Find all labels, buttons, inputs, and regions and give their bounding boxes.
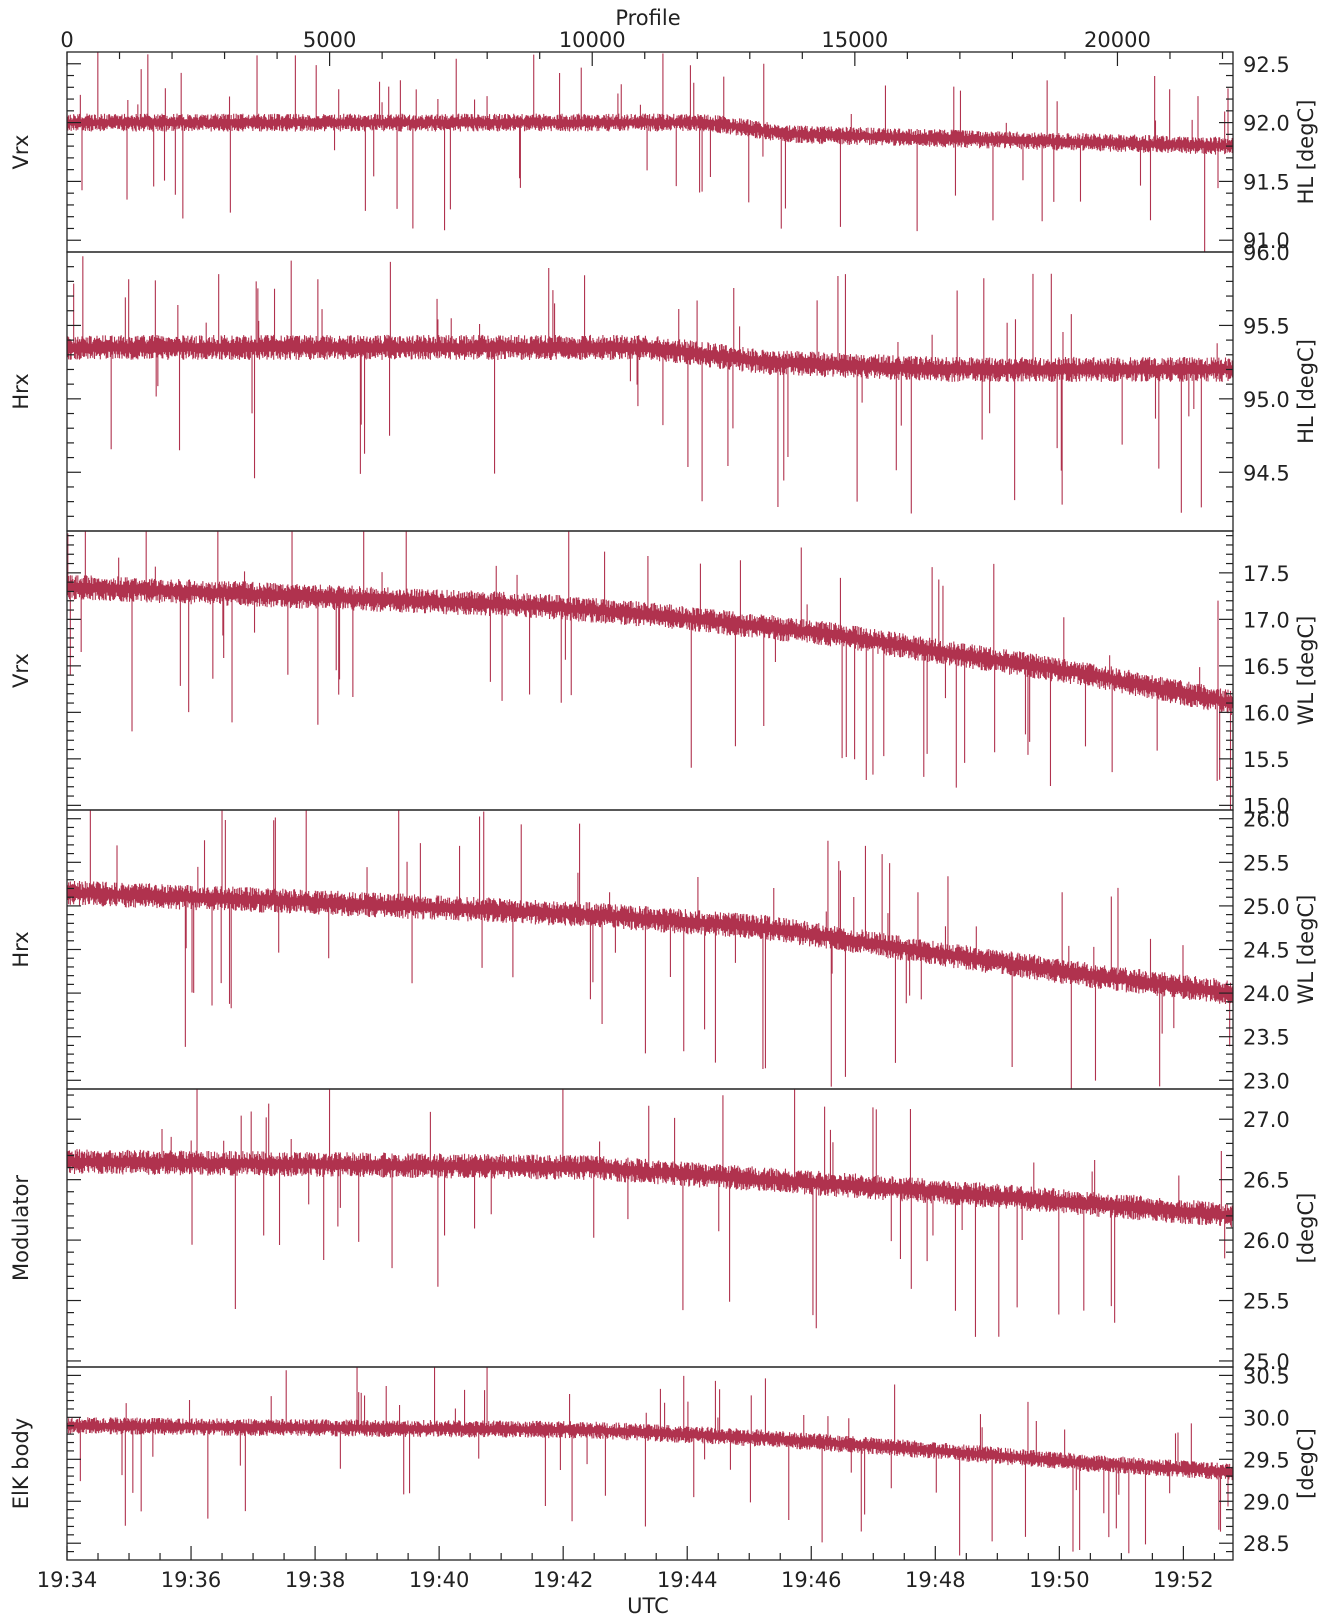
- y-tick-label: 95.5: [1243, 314, 1290, 338]
- panel-right-label: [degC]: [1294, 1193, 1318, 1264]
- series-trace-3: [67, 531, 1233, 810]
- y-tick-label: 91.0: [1243, 229, 1290, 253]
- series-trace-1: [67, 52, 1233, 252]
- panel-right-label: [degC]: [1294, 1428, 1318, 1499]
- bottom-axis: 19:34 19:36 19:38 19:40 19:42 19:44 19:46 19:48…: [37, 1546, 1215, 1592]
- panel-frame: [66, 1088, 1234, 1368]
- bottom-tick-label: 19:40: [409, 1568, 470, 1592]
- y-tick-label: 25.5: [1243, 1290, 1290, 1314]
- y-tick-label: 23.5: [1243, 1026, 1290, 1050]
- y-tick-label: 91.5: [1243, 170, 1290, 194]
- panel-left-label: Modulator: [9, 1175, 33, 1281]
- bottom-tick-label: 19:52: [1153, 1568, 1214, 1592]
- top-tick-label: 0: [60, 28, 73, 52]
- y-tick-label: 15.0: [1243, 794, 1290, 818]
- y-tick-label: 29.0: [1243, 1490, 1290, 1514]
- bottom-tick-label: 19:34: [37, 1568, 98, 1592]
- series-trace-4: [67, 810, 1233, 1089]
- bottom-tick-label: 19:50: [1029, 1568, 1090, 1592]
- y-tick-label: 15.5: [1243, 748, 1290, 772]
- y-tick-label: 92.0: [1243, 112, 1290, 136]
- panel-4: 23.0 23.5 24.0 24.5 25.0 25.5 26.0 Hrx WL [degC]: [9, 808, 1318, 1094]
- y-tick-label: 16.5: [1243, 655, 1290, 679]
- y-tick-label: 17.0: [1243, 608, 1290, 632]
- panel-3: 15.0 15.5 16.0 16.5 17.0 17.5 Vrx WL [degC]: [9, 530, 1318, 818]
- bottom-tick-label: 19:42: [533, 1568, 594, 1592]
- panel-left-label: Hrx: [9, 931, 33, 967]
- panel-1: 91.0 91.5 92.0 92.5 Vrx HL [degC]: [9, 51, 1318, 253]
- y-tick-label: 96.0: [1243, 241, 1290, 265]
- y-tick-label: 30.0: [1243, 1406, 1290, 1430]
- y-tick-label: 25.0: [1243, 895, 1290, 919]
- top-tick-label: 20000: [1084, 28, 1151, 52]
- top-tick-label: 5000: [303, 28, 356, 52]
- panel-frame: [66, 51, 1234, 253]
- top-axis-title: Profile: [615, 6, 680, 30]
- panel-left-label: Vrx: [9, 135, 33, 170]
- y-tick-label: 24.0: [1243, 982, 1290, 1006]
- y-tick-label: 25.0: [1243, 1350, 1290, 1374]
- panel-5: 25.0 25.5 26.0 26.5 27.0 Modulator [degC]: [9, 1088, 1318, 1374]
- y-tick-label: 28.5: [1243, 1532, 1290, 1556]
- panel-left-label: ElK body: [9, 1418, 33, 1510]
- y-tick-label: 16.0: [1243, 701, 1290, 725]
- panel-left-label: Vrx: [9, 653, 33, 688]
- y-tick-label: 27.0: [1243, 1108, 1290, 1132]
- panel-left-label: Hrx: [9, 373, 33, 409]
- y-tick-label: 23.0: [1243, 1069, 1290, 1093]
- bottom-tick-label: 19:38: [285, 1568, 346, 1592]
- y-tick-label: 30.5: [1243, 1364, 1290, 1388]
- bottom-tick-label: 19:36: [161, 1568, 222, 1592]
- y-tick-label: 26.0: [1243, 1229, 1290, 1253]
- y-tick-label: 26.0: [1243, 808, 1290, 832]
- top-axis: 0 5000 10000 15000 20000: [60, 28, 1224, 66]
- panel-right-label: HL [degC]: [1294, 100, 1318, 205]
- y-tick-label: 29.5: [1243, 1448, 1290, 1472]
- y-tick-label: 25.5: [1243, 851, 1290, 875]
- top-tick-label: 15000: [821, 28, 888, 52]
- bottom-tick-label: 19:48: [905, 1568, 966, 1592]
- panel-frame: [66, 1366, 1234, 1561]
- y-tick-label: 26.5: [1243, 1169, 1290, 1193]
- panel-2: 94.5 95.0 95.5 96.0 Hrx HL [degC]: [9, 241, 1318, 532]
- y-tick-label: 95.0: [1243, 388, 1290, 412]
- y-tick-label: 94.5: [1243, 461, 1290, 485]
- bottom-axis-title: UTC: [627, 1594, 669, 1618]
- bottom-tick-label: 19:44: [657, 1568, 718, 1592]
- series-trace-5: [67, 1089, 1233, 1337]
- top-tick-label: 10000: [559, 28, 626, 52]
- y-tick-label: 24.5: [1243, 939, 1290, 963]
- y-tick-label: 92.5: [1243, 53, 1290, 77]
- panel-right-label: WL [degC]: [1294, 616, 1318, 726]
- panel-right-label: HL [degC]: [1294, 339, 1318, 444]
- series-trace-6: [67, 1367, 1233, 1556]
- bottom-tick-label: 19:46: [781, 1568, 842, 1592]
- panel-frame: [66, 251, 1234, 532]
- y-tick-label: 17.5: [1243, 562, 1290, 586]
- series-trace-2: [67, 256, 1233, 514]
- panel-frame: [66, 809, 1234, 1090]
- panel-right-label: WL [degC]: [1294, 895, 1318, 1005]
- panel-6: 28.5 29.0 29.5 30.0 30.5 ElK body [degC]: [9, 1364, 1318, 1561]
